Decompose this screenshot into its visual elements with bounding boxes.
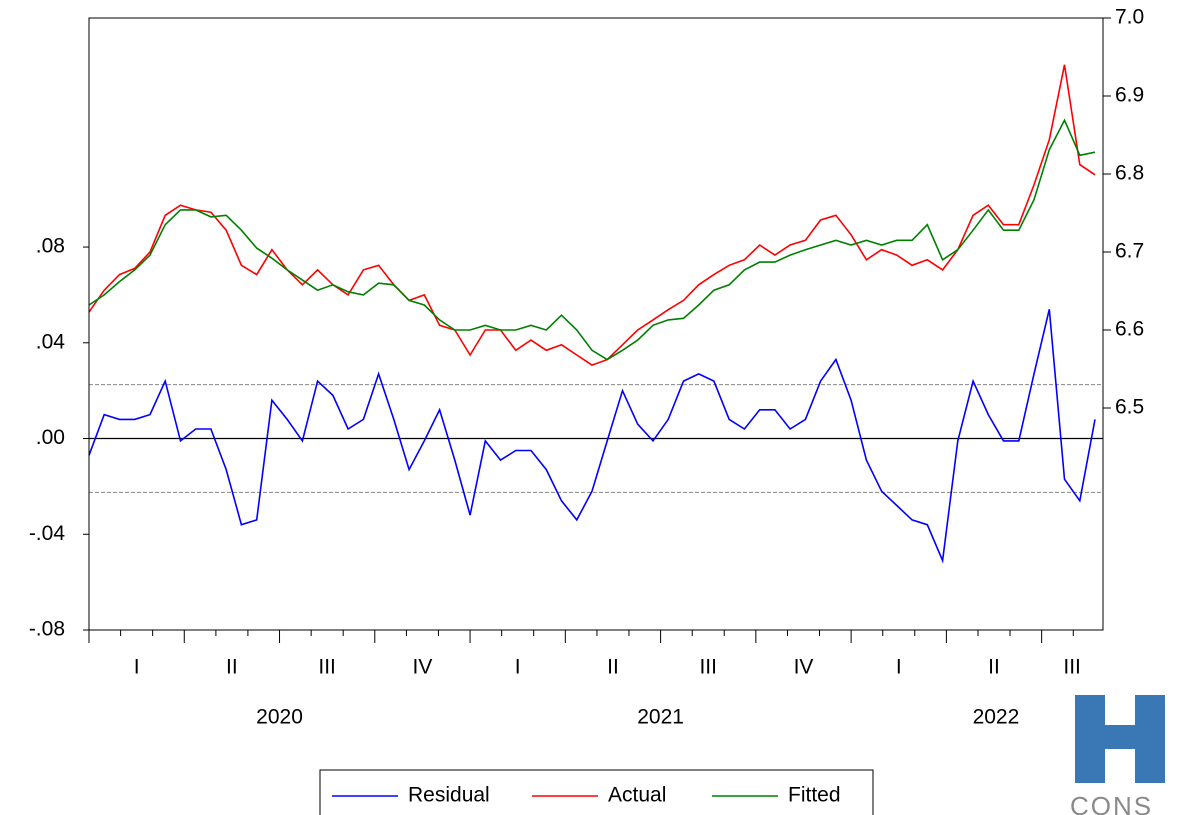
legend-label: Actual bbox=[608, 784, 666, 807]
y-tick-label: -.04 bbox=[29, 522, 66, 545]
y-tick-label: .08 bbox=[36, 235, 65, 258]
series-line bbox=[88, 118, 1096, 361]
quarter-label: III bbox=[1063, 656, 1081, 679]
quarter-label: III bbox=[699, 656, 717, 679]
quarter-label: II bbox=[226, 656, 238, 679]
y2-tick-label: 6.7 bbox=[1115, 240, 1144, 263]
quarter-label: II bbox=[988, 656, 1000, 679]
quarter-label: I bbox=[134, 656, 140, 679]
quarter-label: I bbox=[896, 656, 902, 679]
logo-bar bbox=[1075, 695, 1105, 783]
y-tick-label: .00 bbox=[36, 426, 65, 449]
y2-tick-label: 6.8 bbox=[1115, 162, 1144, 185]
legend-box bbox=[319, 769, 874, 815]
y2-tick-label: 6.5 bbox=[1115, 396, 1144, 419]
y2-tick-label: 7.0 bbox=[1115, 6, 1144, 29]
quarter-label: III bbox=[318, 656, 336, 679]
quarter-label: I bbox=[515, 656, 521, 679]
y2-tick-label: 6.9 bbox=[1115, 84, 1144, 107]
series-line bbox=[88, 64, 1096, 366]
y-tick-label: -.08 bbox=[29, 618, 65, 641]
quarter-label: IV bbox=[413, 656, 433, 679]
quarter-label: IV bbox=[794, 656, 814, 679]
plot-frame bbox=[88, 17, 1104, 631]
logo-bar bbox=[1135, 695, 1165, 783]
quarter-label: II bbox=[607, 656, 619, 679]
watermark: CONS bbox=[1070, 791, 1153, 815]
y-tick-label: .04 bbox=[36, 330, 66, 353]
year-label: 2020 bbox=[256, 706, 303, 729]
series-line bbox=[88, 309, 1096, 564]
logo-bar bbox=[1105, 725, 1135, 749]
legend-label: Residual bbox=[408, 784, 490, 807]
y2-tick-label: 6.6 bbox=[1115, 318, 1144, 341]
legend-label: Fitted bbox=[788, 784, 841, 807]
year-label: 2022 bbox=[973, 706, 1020, 729]
year-label: 2021 bbox=[637, 706, 684, 729]
